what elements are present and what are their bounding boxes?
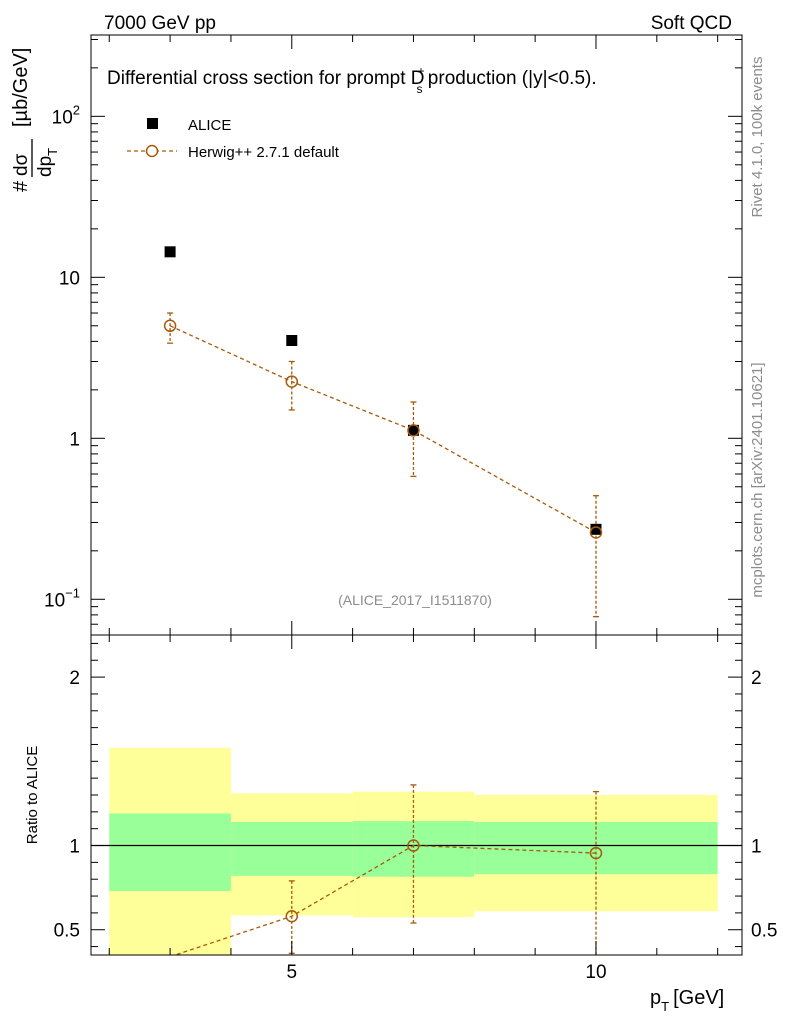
x-axis-label: pT [GeV]: [650, 987, 724, 1014]
mcplots-label: mcplots.cern.ch [arXiv:2401.10621]: [749, 362, 766, 597]
ratio-plot-ticks: [91, 635, 742, 955]
analysis-watermark: (ALICE_2017_I1511870): [338, 592, 492, 608]
y-label-denominator: dpT: [35, 148, 60, 177]
herwig-point: [407, 424, 420, 437]
y-axis-label: # dσ dpT [µb/GeV]: [10, 48, 60, 192]
y-label-numerator: dσ: [11, 153, 32, 176]
ratio-plot: 0.5 0.5 1 1 2 2 5 10 Ratio to ALICE pT [GeV]: [24, 634, 778, 1014]
main-plot: 10−1 1 10 102 Differential cross section fo…: [10, 34, 743, 636]
ratio-point: [285, 910, 299, 923]
y-label-hash: #: [10, 180, 32, 192]
legend-label-alice: ALICE: [188, 117, 231, 134]
ratio-plot-tick-labels: 0.5 0.5 1 1 2 2 5 10: [54, 668, 778, 983]
uncertainty-band-inner: [352, 821, 475, 877]
y-label-unit: [µb/GeV]: [10, 48, 32, 127]
ratio-y-tick-label-left: 2: [69, 668, 80, 689]
y-tick-label: 10: [59, 268, 80, 289]
ratio-line: [173, 844, 597, 955]
legend-marker-herwig: [145, 144, 159, 158]
y-tick-label: 10−1: [44, 585, 80, 611]
herwig-point: [285, 375, 299, 388]
ratio-point: [589, 846, 603, 860]
y-tick-label: 102: [52, 102, 80, 128]
ratio-point: [407, 839, 420, 852]
alice-point: [590, 523, 602, 535]
legend-marker-alice: [147, 118, 158, 129]
uncertainty-band-inner: [109, 813, 231, 891]
ratio-y-tick-label-right: 2: [751, 668, 762, 689]
ratio-y-axis-label: Ratio to ALICE: [24, 746, 41, 844]
ratio-y-tick-label-left: 1: [69, 837, 80, 858]
ratio-y-tick-label-right: 0.5: [751, 921, 777, 942]
alice-point: [164, 246, 176, 258]
plot-title: Differential cross section for prompt D+…: [107, 64, 597, 96]
herwig-point: [589, 526, 603, 539]
y-tick-label: 1: [69, 429, 80, 450]
ratio-y-tick-label-left: 0.5: [54, 921, 80, 942]
legend-label-herwig: Herwig++ 2.7.1 default: [188, 144, 340, 161]
x-tick-label: 5: [286, 962, 297, 983]
main-plot-ticks: [91, 35, 742, 636]
rivet-label: Rivet 4.1.0, 100k events: [749, 57, 766, 218]
main-plot-tick-labels: 10−1 1 10 102: [44, 102, 80, 611]
header-energy: 7000 GeV pp: [104, 13, 216, 34]
alice-point: [286, 335, 298, 347]
header-category: Soft QCD: [651, 13, 732, 34]
legend: ALICE Herwig++ 2.7.1 default: [127, 117, 340, 161]
alice-point: [407, 424, 419, 436]
uncertainty-band-inner: [230, 821, 353, 876]
herwig-line: [169, 325, 597, 534]
x-tick-label: 10: [585, 962, 606, 983]
ratio-y-tick-label-right: 1: [751, 837, 762, 858]
herwig-point: [163, 319, 177, 333]
